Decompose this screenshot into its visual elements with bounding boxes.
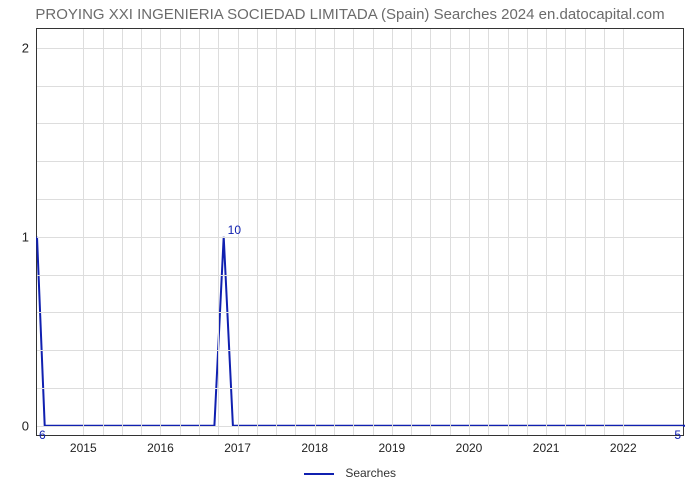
x-tick-label: 2017 (224, 441, 251, 455)
grid-v (623, 29, 624, 435)
grid-v (83, 29, 84, 435)
grid-v-minor (430, 29, 431, 435)
grid-v-minor (295, 29, 296, 435)
grid-h-minor (37, 388, 683, 389)
grid-v-minor (334, 29, 335, 435)
grid-v-minor (565, 29, 566, 435)
grid-v-minor (488, 29, 489, 435)
grid-h (37, 237, 683, 238)
grid-v-minor (450, 29, 451, 435)
legend-label: Searches (345, 466, 396, 480)
grid-v-minor (180, 29, 181, 435)
grid-v-minor (276, 29, 277, 435)
x-tick-label: 2020 (456, 441, 483, 455)
plot-area: 201520162017201820192020202120220126510 (36, 28, 684, 436)
grid-h-minor (37, 199, 683, 200)
grid-v-minor (122, 29, 123, 435)
chart-title: PROYING XXI INGENIERIA SOCIEDAD LIMITADA… (0, 6, 700, 23)
x-tick-label: 2015 (70, 441, 97, 455)
grid-v (546, 29, 547, 435)
grid-v (469, 29, 470, 435)
line-series (37, 29, 685, 437)
grid-v-minor (373, 29, 374, 435)
corner-label: 5 (674, 428, 681, 442)
grid-h-minor (37, 312, 683, 313)
x-tick-label: 2019 (378, 441, 405, 455)
grid-h-minor (37, 350, 683, 351)
grid-v-minor (199, 29, 200, 435)
x-tick-label: 2022 (610, 441, 637, 455)
grid-v-minor (353, 29, 354, 435)
x-tick-label: 2021 (533, 441, 560, 455)
grid-h-minor (37, 86, 683, 87)
x-tick-label: 2018 (301, 441, 328, 455)
corner-label: 6 (39, 428, 46, 442)
y-tick-label: 0 (22, 418, 29, 433)
grid-h-minor (37, 275, 683, 276)
grid-v-minor (527, 29, 528, 435)
grid-v-minor (585, 29, 586, 435)
y-tick-label: 1 (22, 229, 29, 244)
corner-label: 10 (228, 223, 241, 237)
grid-v (392, 29, 393, 435)
grid-v-minor (257, 29, 258, 435)
y-tick-label: 2 (22, 40, 29, 55)
grid-v-minor (218, 29, 219, 435)
legend: Searches (0, 466, 700, 480)
grid-v (315, 29, 316, 435)
grid-v-minor (141, 29, 142, 435)
grid-v-minor (508, 29, 509, 435)
grid-h (37, 48, 683, 49)
legend-swatch (304, 473, 334, 475)
x-tick-label: 2016 (147, 441, 174, 455)
grid-h (37, 426, 683, 427)
grid-v-minor (103, 29, 104, 435)
grid-v (160, 29, 161, 435)
series-polyline (37, 237, 685, 426)
grid-h-minor (37, 123, 683, 124)
grid-v-minor (411, 29, 412, 435)
grid-h-minor (37, 161, 683, 162)
grid-v-minor (604, 29, 605, 435)
